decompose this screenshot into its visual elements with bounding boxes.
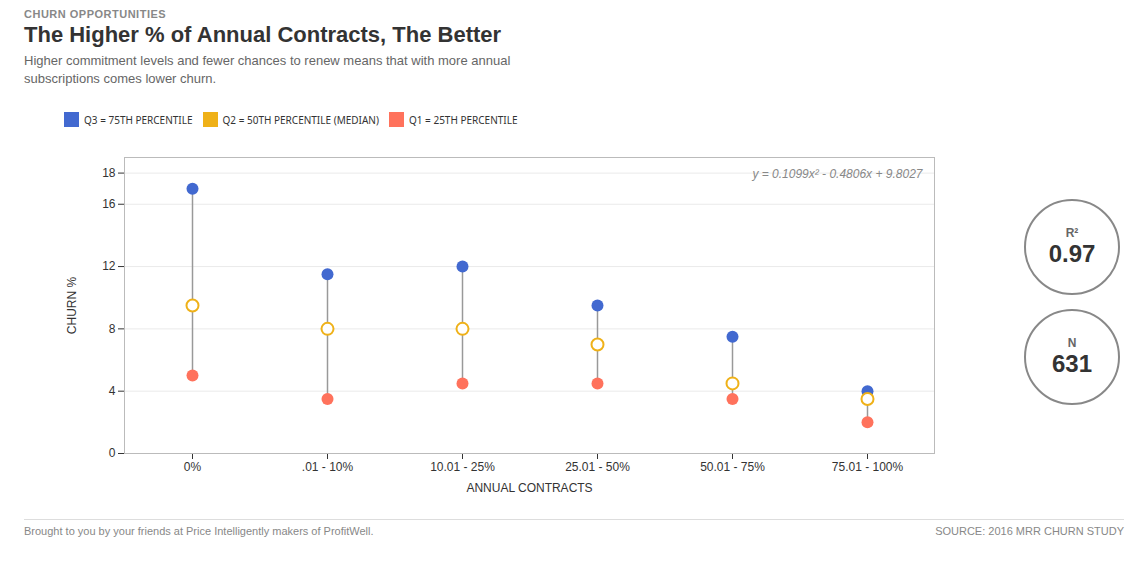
svg-text:50.01 - 75%: 50.01 - 75%	[700, 460, 765, 474]
svg-text:0: 0	[109, 446, 116, 460]
svg-text:25.01 - 50%: 25.01 - 50%	[565, 460, 630, 474]
svg-text:0%: 0%	[184, 460, 202, 474]
html-text:0.97: 0.97	[1048, 240, 1096, 268]
html-text:SOURCE: 2016 MRR CHURN STUDY: SOURCE: 2016 MRR CHURN STUDY	[935, 525, 1124, 538]
html-text:Brought to you by your friends: Brought to you by your friends at Price …	[24, 525, 374, 538]
html-text:CHURN OPPORTUNITIES: CHURN OPPORTUNITIES	[24, 8, 167, 20]
html-text:Q3 = 75TH PERCENTILE: Q3 = 75TH PERCENTILE	[84, 112, 193, 127]
svg-text:CHURN %: CHURN %	[65, 277, 79, 335]
svg-text:ANNUAL CONTRACTS: ANNUAL CONTRACTS	[466, 481, 592, 495]
svg-text:12: 12	[102, 259, 116, 273]
svg-text:18: 18	[102, 166, 116, 180]
html-text:631: 631	[1052, 350, 1092, 378]
html-text:N: N	[1067, 336, 1077, 351]
html-text:The Higher % of Annual Contrac: The Higher % of Annual Contracts, The Be…	[24, 22, 502, 47]
svg-text:y = 0.1099x² - 0.4806x + 9.802: y = 0.1099x² - 0.4806x + 9.8027	[751, 167, 923, 181]
svg-text:4: 4	[109, 384, 116, 398]
svg-text:16: 16	[102, 197, 116, 211]
html-text:Higher commitment levels and f: Higher commitment levels and fewer chanc…	[24, 53, 511, 86]
svg-text:8: 8	[109, 322, 116, 336]
html-text:R²: R²	[1065, 226, 1079, 241]
html-text:Q2 = 50TH PERCENTILE (MEDIAN): Q2 = 50TH PERCENTILE (MEDIAN)	[222, 112, 379, 127]
html-text:Q1 = 25TH PERCENTILE: Q1 = 25TH PERCENTILE	[409, 112, 518, 127]
svg-text:.01 - 10%: .01 - 10%	[302, 460, 354, 474]
svg-text:10.01 - 25%: 10.01 - 25%	[430, 460, 495, 474]
svg-text:75.01 - 100%: 75.01 - 100%	[832, 460, 904, 474]
